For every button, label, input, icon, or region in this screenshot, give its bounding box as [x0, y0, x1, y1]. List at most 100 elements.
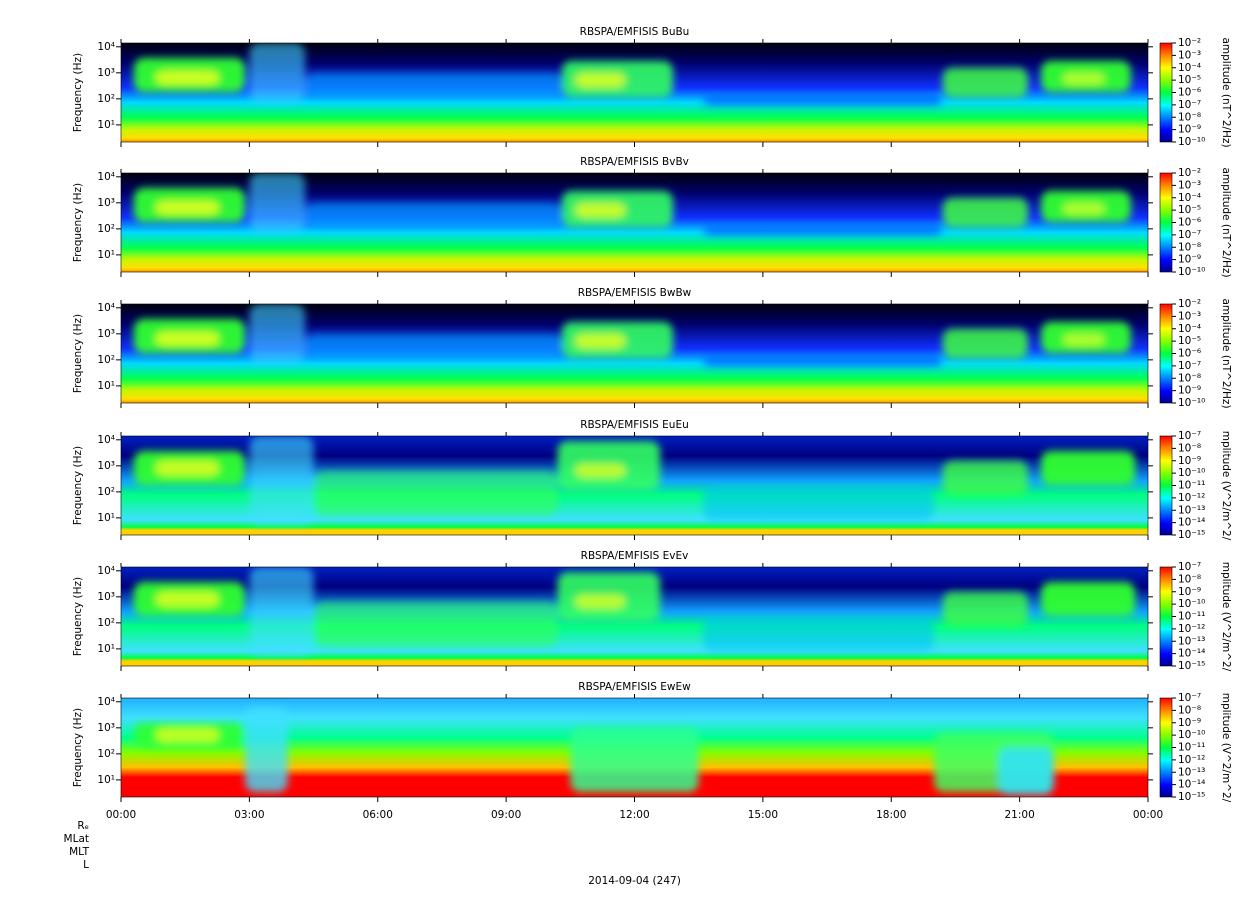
spectrogram-feature	[1062, 333, 1106, 346]
spectrogram-feature	[702, 227, 943, 235]
colorbar-tick-label: 10⁻⁹	[1178, 455, 1201, 467]
spectrogram-layer	[121, 567, 1148, 666]
colorbar-tick-label: 10⁻¹⁰	[1178, 598, 1205, 610]
spectrogram-image	[121, 436, 1148, 535]
colorbar-tick-label: 10⁻⁶	[1178, 348, 1201, 360]
y-tick-label: 10²	[97, 617, 115, 629]
spectrogram-feature	[155, 727, 220, 743]
colorbar-tick-label: 10⁻⁷	[1178, 692, 1201, 704]
y-tick-label: 10³	[97, 67, 115, 79]
spectrogram-features	[121, 173, 1148, 267]
colorbar-label: mplitude (V^2/m^2/	[1220, 693, 1232, 803]
y-tick-label: 10¹	[97, 249, 115, 261]
y-tick-label: 10²	[97, 223, 115, 235]
panel-title: RBSPA/EMFISIS BvBv	[580, 156, 689, 168]
y-axis-label: Frequency (Hz)	[72, 183, 84, 262]
colorbar	[1159, 42, 1173, 143]
colorbar	[1159, 172, 1173, 273]
colorbar-tick-label: 10⁻⁷	[1178, 229, 1201, 241]
spectrogram-image	[121, 43, 1148, 142]
ephemeris-label: MLT	[69, 846, 89, 858]
spectrogram-feature	[942, 67, 1029, 98]
colorbar-tick-label: 10⁻⁸	[1178, 573, 1201, 585]
y-tick-label: 10¹	[97, 643, 115, 655]
spectrogram-image	[121, 304, 1148, 403]
colorbar-tick-label: 10⁻⁸	[1178, 241, 1201, 253]
spectrogram-feature	[942, 328, 1029, 359]
colorbar-tick-label: 10⁻⁸	[1178, 704, 1201, 716]
colorbar-tick-label: 10⁻¹⁴	[1178, 517, 1205, 529]
x-tick-label: 03:00	[234, 809, 264, 821]
colorbar	[1159, 303, 1173, 404]
colorbar-tick-label: 10⁻⁹	[1178, 717, 1201, 729]
colorbar	[1159, 566, 1173, 667]
y-tick-label: 10⁴	[97, 696, 115, 708]
colorbar-tick-label: 10⁻⁷	[1178, 99, 1201, 111]
colorbar-tick-label: 10⁻³	[1178, 49, 1201, 61]
spectrogram-feature	[249, 43, 306, 103]
spectrogram-feature	[574, 333, 626, 349]
colorbar-tick-label: 10⁻¹⁴	[1178, 779, 1205, 791]
panel-title: RBSPA/EMFISIS EvEv	[581, 550, 689, 562]
spectrogram-feature	[942, 197, 1029, 228]
spectrogram-feature	[570, 727, 699, 793]
colorbar-label: mplitude (V^2/m^2/	[1220, 431, 1232, 541]
colorbar-label: mplitude (V^2/m^2/	[1220, 562, 1232, 672]
colorbar-tick-label: 10⁻¹¹	[1178, 480, 1205, 492]
y-axis-label: Frequency (Hz)	[72, 53, 84, 132]
spectrogram-feature	[249, 173, 306, 233]
colorbar-tick-label: 10⁻⁴	[1178, 192, 1201, 204]
colorbar-tick-label: 10⁻⁹	[1178, 254, 1201, 266]
colorbar-tick-label: 10⁻²	[1178, 167, 1201, 179]
colorbar-tick-label: 10⁻³	[1178, 310, 1201, 322]
ephemeris-label: Rₑ	[77, 820, 89, 832]
y-tick-label: 10²	[97, 354, 115, 366]
x-tick-label: 06:00	[363, 809, 393, 821]
colorbar-tick-label: 10⁻¹⁰	[1178, 467, 1205, 479]
spectrogram-features	[121, 304, 1148, 398]
x-tick-label: 09:00	[491, 809, 521, 821]
spectrogram-layer	[121, 304, 1148, 403]
colorbar-tick-label: 10⁻¹¹	[1178, 742, 1205, 754]
panel-title: RBSPA/EMFISIS EuEu	[580, 419, 689, 431]
spectrogram-feature	[1062, 202, 1106, 215]
y-tick-label: 10²	[97, 93, 115, 105]
y-tick-label: 10⁴	[97, 434, 115, 446]
colorbar	[1159, 435, 1173, 536]
colorbar-tick-label: 10⁻¹³	[1178, 766, 1205, 778]
colorbar-tick-label: 10⁻⁷	[1178, 430, 1201, 442]
spectrogram-feature	[1041, 581, 1136, 617]
spectrogram-features	[133, 436, 1136, 526]
x-tick-label: 00:00	[1133, 809, 1163, 821]
spectrogram-feature	[574, 202, 626, 218]
colorbar-tick-label: 10⁻¹¹	[1178, 611, 1205, 623]
spectrogram-feature	[249, 304, 306, 364]
colorbar	[1159, 697, 1173, 798]
colorbar-tick-label: 10⁻⁸	[1178, 372, 1201, 384]
colorbar-label: amplitude (nT^2/Hz)	[1220, 298, 1232, 408]
colorbar-tick-label: 10⁻⁸	[1178, 111, 1201, 123]
y-tick-label: 10³	[97, 328, 115, 340]
x-tick-label: 18:00	[876, 809, 906, 821]
x-tick-label: 00:00	[106, 809, 136, 821]
spectrogram-feature	[155, 331, 220, 346]
spectrogram-feature	[155, 200, 220, 215]
spectrogram-layer	[121, 43, 1148, 142]
date-label: 2014-09-04 (247)	[588, 875, 681, 887]
y-tick-label: 10³	[97, 722, 115, 734]
colorbar-tick-label: 10⁻¹²	[1178, 623, 1205, 635]
colorbar-tick-label: 10⁻¹²	[1178, 492, 1205, 504]
colorbar-tick-label: 10⁻¹³	[1178, 635, 1205, 647]
spectrogram-feature	[305, 202, 562, 228]
spectrogram-feature	[942, 460, 1029, 496]
panel-title: RBSPA/EMFISIS EwEw	[578, 681, 691, 693]
spectrogram-feature	[702, 358, 943, 366]
y-axis-label: Frequency (Hz)	[72, 577, 84, 656]
spectrogram-feature	[249, 567, 314, 657]
colorbar-tick-label: 10⁻⁹	[1178, 385, 1201, 397]
x-tick-label: 12:00	[619, 809, 649, 821]
spectrogram-feature	[702, 97, 943, 105]
spectrogram-feature	[1041, 450, 1136, 486]
colorbar-tick-label: 10⁻²	[1178, 37, 1201, 49]
